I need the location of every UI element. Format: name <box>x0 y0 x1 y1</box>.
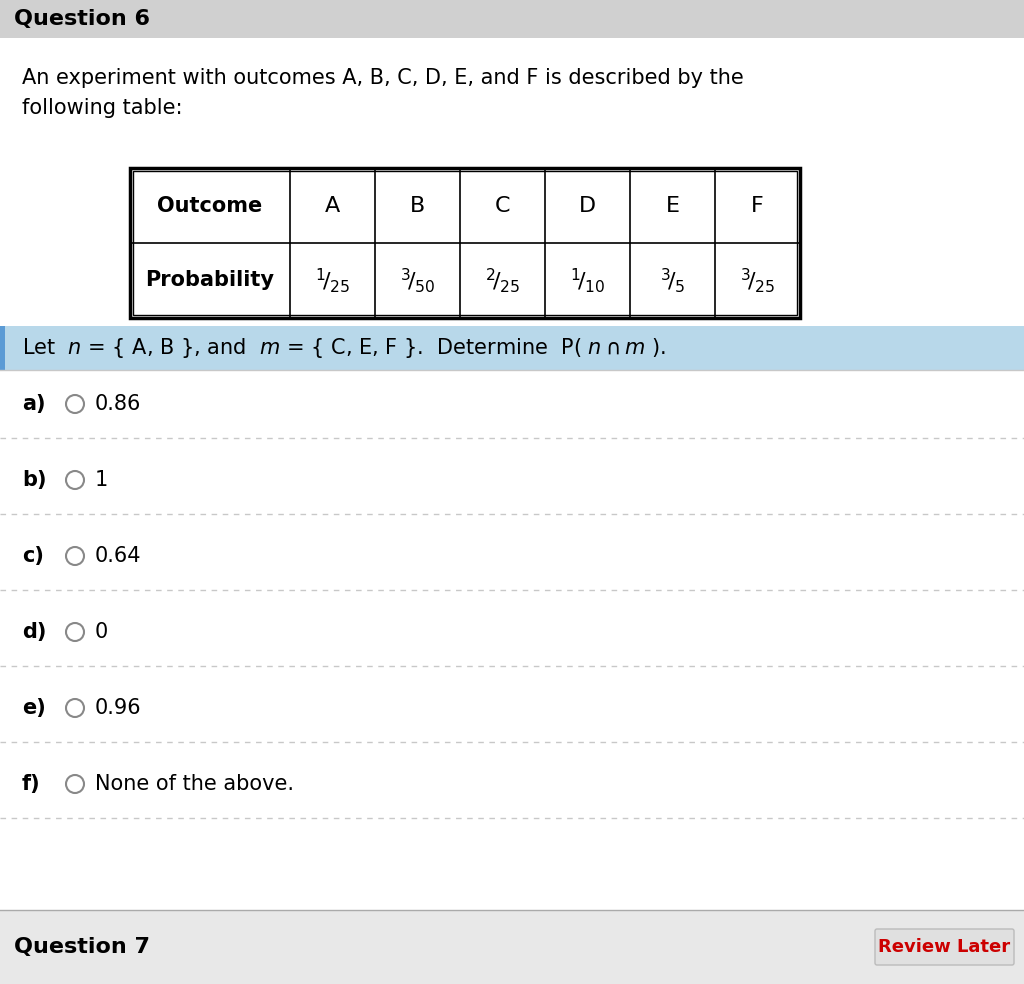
Text: $^3\!/_{{25}}$: $^3\!/_{{25}}$ <box>739 266 775 295</box>
Text: $^3\!/_5$: $^3\!/_5$ <box>659 266 685 295</box>
Text: Question 7: Question 7 <box>14 937 150 957</box>
Text: 0.96: 0.96 <box>95 698 141 718</box>
Text: 1: 1 <box>95 470 109 490</box>
Bar <box>0 326 5 370</box>
Text: f): f) <box>22 774 41 794</box>
Text: A: A <box>325 196 340 215</box>
Text: B: B <box>410 196 425 215</box>
Bar <box>0 910 1024 984</box>
Circle shape <box>66 623 84 641</box>
Text: $^1\!/_{{25}}$: $^1\!/_{{25}}$ <box>314 266 350 295</box>
Text: $^1\!/_{{10}}$: $^1\!/_{{10}}$ <box>569 266 605 295</box>
Circle shape <box>66 471 84 489</box>
Text: D: D <box>579 196 596 215</box>
Bar <box>0 326 1024 370</box>
Bar <box>0 0 1024 38</box>
Text: Outcome: Outcome <box>158 196 262 215</box>
Text: $^2\!/_{{25}}$: $^2\!/_{{25}}$ <box>484 266 520 295</box>
Text: C: C <box>495 196 510 215</box>
Text: c): c) <box>22 546 44 566</box>
Text: 0.86: 0.86 <box>95 394 141 414</box>
Text: F: F <box>752 196 764 215</box>
Text: 0.64: 0.64 <box>95 546 141 566</box>
Circle shape <box>66 699 84 717</box>
Circle shape <box>66 547 84 565</box>
Text: $^3\!/_{{50}}$: $^3\!/_{{50}}$ <box>399 266 435 295</box>
Text: a): a) <box>22 394 45 414</box>
Bar <box>130 168 800 318</box>
Text: An experiment with outcomes A, B, C, D, E, and F is described by the: An experiment with outcomes A, B, C, D, … <box>22 68 743 88</box>
Text: Probability: Probability <box>145 271 274 290</box>
Bar <box>133 171 797 315</box>
FancyBboxPatch shape <box>874 929 1014 965</box>
Text: 0: 0 <box>95 622 109 642</box>
Text: following table:: following table: <box>22 98 182 118</box>
Circle shape <box>66 395 84 413</box>
Text: None of the above.: None of the above. <box>95 774 294 794</box>
Text: b): b) <box>22 470 46 490</box>
Text: Review Later: Review Later <box>879 938 1011 956</box>
Bar <box>130 168 800 318</box>
Circle shape <box>66 775 84 793</box>
Text: Question 6: Question 6 <box>14 9 150 29</box>
Text: Let  $n$ = { A, B }, and  $m$ = { C, E, F }.  Determine  P( $n \cap m$ ).: Let $n$ = { A, B }, and $m$ = { C, E, F … <box>22 336 666 360</box>
Text: E: E <box>666 196 680 215</box>
Text: d): d) <box>22 622 46 642</box>
Text: e): e) <box>22 698 46 718</box>
